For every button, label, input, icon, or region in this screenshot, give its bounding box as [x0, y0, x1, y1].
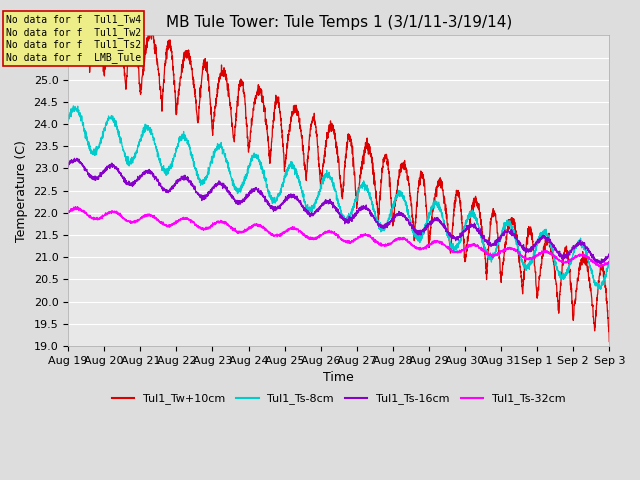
- Tul1_Ts-32cm: [158, 221, 166, 227]
- Tul1_Ts-8cm: [158, 166, 166, 171]
- Legend: Tul1_Tw+10cm, Tul1_Ts-8cm, Tul1_Ts-16cm, Tul1_Ts-32cm: Tul1_Tw+10cm, Tul1_Ts-8cm, Tul1_Ts-16cm,…: [108, 389, 570, 409]
- Tul1_Tw+10cm: [595, 279, 603, 285]
- Tul1_Tw+10cm: [605, 338, 613, 344]
- Tul1_Ts-32cm: [605, 260, 613, 266]
- Tul1_Ts-8cm: [595, 283, 603, 288]
- Text: No data for f  Tul1_Tw4
No data for f  Tul1_Tw2
No data for f  Tul1_Ts2
No data : No data for f Tul1_Tw4 No data for f Tul…: [6, 14, 141, 63]
- Tul1_Ts-16cm: [596, 261, 604, 266]
- Tul1_Ts-32cm: [296, 228, 303, 234]
- Tul1_Tw+10cm: [537, 264, 545, 270]
- Tul1_Ts-16cm: [595, 260, 603, 266]
- Tul1_Ts-8cm: [64, 119, 72, 124]
- Tul1_Ts-32cm: [74, 204, 81, 209]
- Tul1_Ts-8cm: [70, 103, 77, 109]
- Tul1_Ts-8cm: [296, 180, 303, 186]
- Tul1_Ts-32cm: [64, 208, 72, 214]
- Tul1_Ts-8cm: [537, 233, 545, 239]
- Line: Tul1_Ts-32cm: Tul1_Ts-32cm: [68, 206, 609, 267]
- Tul1_Ts-32cm: [537, 251, 545, 256]
- Tul1_Tw+10cm: [296, 118, 303, 124]
- Tul1_Ts-16cm: [158, 185, 166, 191]
- Tul1_Tw+10cm: [126, 35, 134, 41]
- Tul1_Ts-16cm: [73, 156, 81, 161]
- Tul1_Ts-16cm: [537, 235, 545, 241]
- Tul1_Ts-32cm: [595, 263, 603, 268]
- Tul1_Ts-16cm: [272, 206, 280, 212]
- Tul1_Ts-8cm: [126, 161, 134, 167]
- Tul1_Tw+10cm: [272, 92, 280, 98]
- Tul1_Ts-32cm: [272, 233, 280, 239]
- Y-axis label: Temperature (C): Temperature (C): [15, 140, 28, 241]
- Line: Tul1_Ts-16cm: Tul1_Ts-16cm: [68, 158, 609, 264]
- Line: Tul1_Ts-8cm: Tul1_Ts-8cm: [68, 106, 609, 289]
- Tul1_Ts-32cm: [598, 264, 605, 270]
- Tul1_Ts-16cm: [64, 162, 72, 168]
- Tul1_Tw+10cm: [64, 58, 72, 63]
- Tul1_Ts-8cm: [272, 198, 280, 204]
- Tul1_Ts-8cm: [596, 287, 604, 292]
- Tul1_Ts-32cm: [126, 218, 134, 224]
- Tul1_Tw+10cm: [158, 102, 166, 108]
- Tul1_Ts-16cm: [126, 182, 134, 188]
- Tul1_Ts-16cm: [605, 252, 613, 258]
- X-axis label: Time: Time: [323, 372, 354, 384]
- Tul1_Ts-16cm: [296, 199, 303, 204]
- Title: MB Tule Tower: Tule Temps 1 (3/1/11-3/19/14): MB Tule Tower: Tule Temps 1 (3/1/11-3/19…: [166, 15, 512, 30]
- Line: Tul1_Tw+10cm: Tul1_Tw+10cm: [68, 0, 609, 341]
- Tul1_Ts-8cm: [605, 260, 613, 266]
